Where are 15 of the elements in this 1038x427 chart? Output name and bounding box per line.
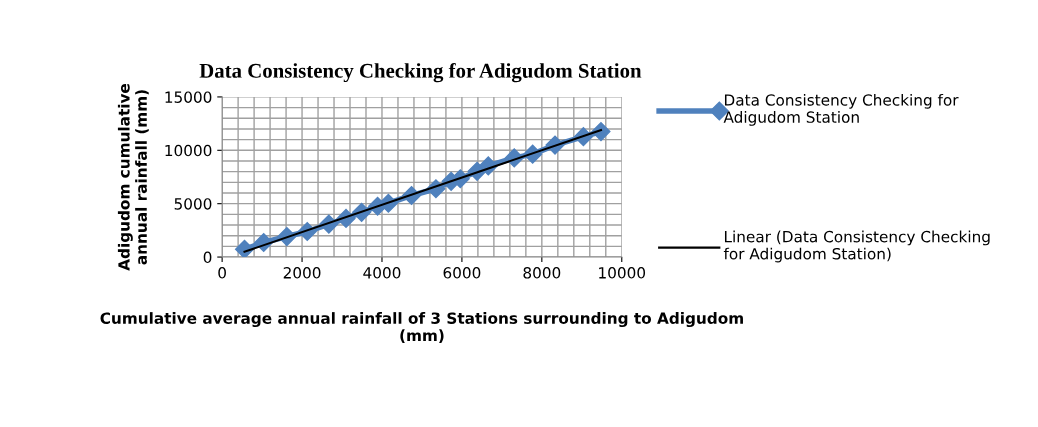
chart-title: Data Consistency Checking for Adigudom Station [199, 62, 642, 83]
legend-label: Data Consistency Checking for Adigudom Station [723, 93, 959, 126]
y-tick-label: 15000 [165, 91, 212, 103]
y-tick-label: 0 [203, 251, 212, 264]
x-axis-title: Cumulative average annual rainfall of 3 Stations surrounding to Adigudom (mm) [100, 312, 743, 343]
x-tick-label: 4000 [363, 267, 401, 279]
x-tick-label: 8000 [523, 267, 561, 279]
y-tick-label: 10000 [165, 144, 212, 157]
x-tick-label: 6000 [443, 267, 481, 279]
legend-label: Linear (Data Consistency Checking for Adigudom Station) [723, 230, 990, 263]
x-tick-label: 2000 [283, 267, 321, 279]
x-tick-label: 0 [218, 267, 226, 279]
y-axis-title: Adigudom cumulative annual rainfall (mm) [117, 83, 149, 271]
y-tick-label: 5000 [174, 198, 212, 210]
x-tick-label: 10000 [599, 267, 646, 279]
